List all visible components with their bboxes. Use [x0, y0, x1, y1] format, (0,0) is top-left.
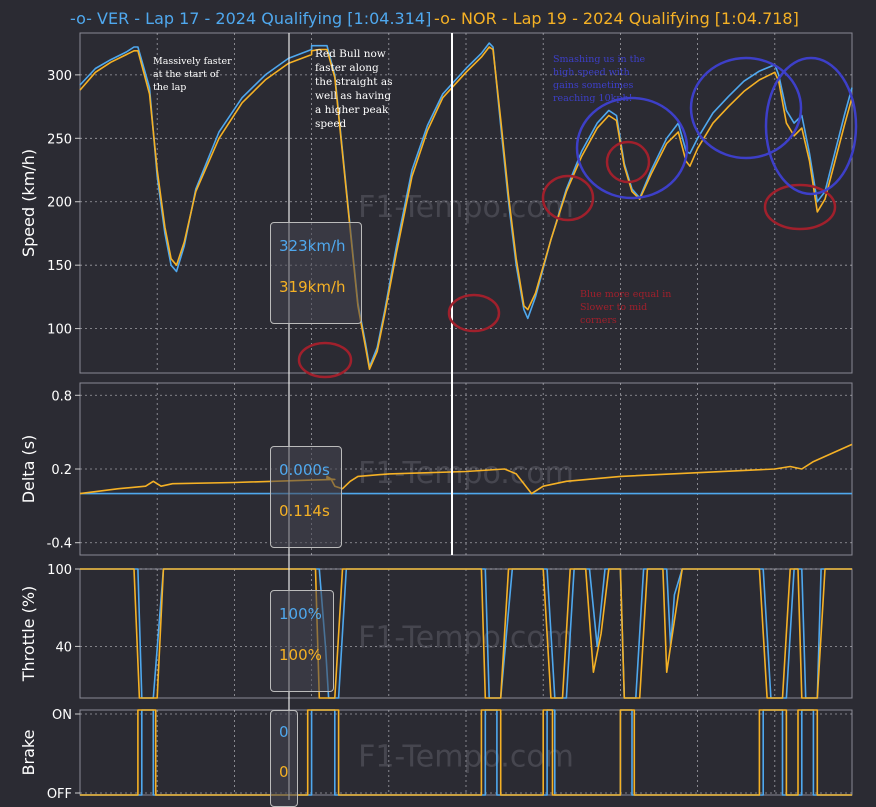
hover-throttle-ver: 100% — [279, 605, 322, 623]
hover-delta-nor: 0.114s — [279, 502, 330, 520]
annotation-circle — [575, 96, 689, 200]
hover-box-speed: 323km/h 319km/h — [270, 222, 362, 324]
hover-box-throttle: 100% 100% — [270, 590, 334, 692]
y-tick-label: 100 — [47, 323, 72, 338]
y-tick-label: 250 — [47, 132, 72, 147]
legend-nor-marker: -o- — [434, 9, 456, 28]
series-line-nor — [79, 46, 853, 370]
annotation-slow-corners: Blue more equal in Slower to mid corners — [580, 289, 672, 326]
legend-ver-marker: -o- — [70, 9, 92, 28]
y-tick-label: ON — [52, 708, 72, 723]
series-line-nor — [79, 443, 853, 495]
y-tick-label: 200 — [47, 196, 72, 211]
hover-box-brake: 0 0 — [270, 710, 298, 807]
y-tick-label: 0.8 — [51, 389, 72, 404]
legend-nor[interactable]: -o- NOR - Lap 19 - 2024 Qualifying [1:04… — [434, 9, 799, 28]
watermark: F1-Tempo.com — [358, 621, 574, 656]
watermark: F1-Tempo.com — [358, 740, 574, 775]
panel-2: 40 100 Throttle (%) F1-Tempo.com — [19, 563, 853, 699]
annotation-massive: Massively faster at the start of the lap — [153, 56, 232, 93]
hover-speed-ver: 323km/h — [279, 237, 346, 255]
annotation-smashing: Smashing us in the high speed with gains… — [553, 54, 646, 104]
series-line-ver — [79, 42, 853, 368]
legend-ver[interactable]: -o- VER - Lap 17 - 2024 Qualifying [1:04… — [70, 9, 431, 28]
y-tick-label: 300 — [47, 69, 72, 84]
hover-throttle-nor: 100% — [279, 646, 322, 664]
y-tick-label: -0.4 — [47, 537, 72, 552]
y-axis-label: Delta (s) — [19, 435, 38, 504]
y-axis-label: Brake — [19, 730, 38, 776]
y-axis-label: Throttle (%) — [19, 586, 38, 683]
annotation-circle — [689, 56, 803, 160]
annotation-circle — [763, 183, 837, 231]
hover-brake-nor: 0 — [279, 763, 289, 781]
y-tick-label: OFF — [47, 787, 72, 800]
y-tick-label: 40 — [55, 640, 72, 655]
panel-3: OFF ON Brake F1-Tempo.com — [19, 708, 853, 802]
annotation-circle — [764, 56, 858, 196]
panel-0: 100 150 200 250 300 Speed (km/h) F1-Tempo.com — [19, 32, 853, 374]
annotation-circle — [605, 140, 651, 184]
annotation-circle — [541, 174, 595, 222]
annotation-circle — [297, 341, 353, 379]
hover-delta-ver: 0.000s — [279, 461, 330, 479]
y-axis-label: Speed (km/h) — [19, 149, 38, 257]
hover-brake-ver: 0 — [279, 723, 289, 741]
annotation-redbull: Red Bull now faster along the straight a… — [315, 48, 393, 130]
y-tick-label: 150 — [47, 259, 72, 274]
hover-box-delta: 0.000s 0.114s — [270, 446, 342, 548]
legend-ver-label: VER - Lap 17 - 2024 Qualifying [1:04.314… — [97, 9, 432, 28]
annotation-circle — [447, 293, 501, 333]
legend-nor-label: NOR - Lap 19 - 2024 Qualifying [1:04.718… — [461, 9, 799, 28]
watermark: F1-Tempo.com — [358, 190, 574, 225]
hover-speed-nor: 319km/h — [279, 278, 346, 296]
y-tick-label: 100 — [47, 563, 72, 578]
series-line-nor — [80, 568, 852, 699]
y-tick-label: 0.2 — [51, 463, 72, 478]
